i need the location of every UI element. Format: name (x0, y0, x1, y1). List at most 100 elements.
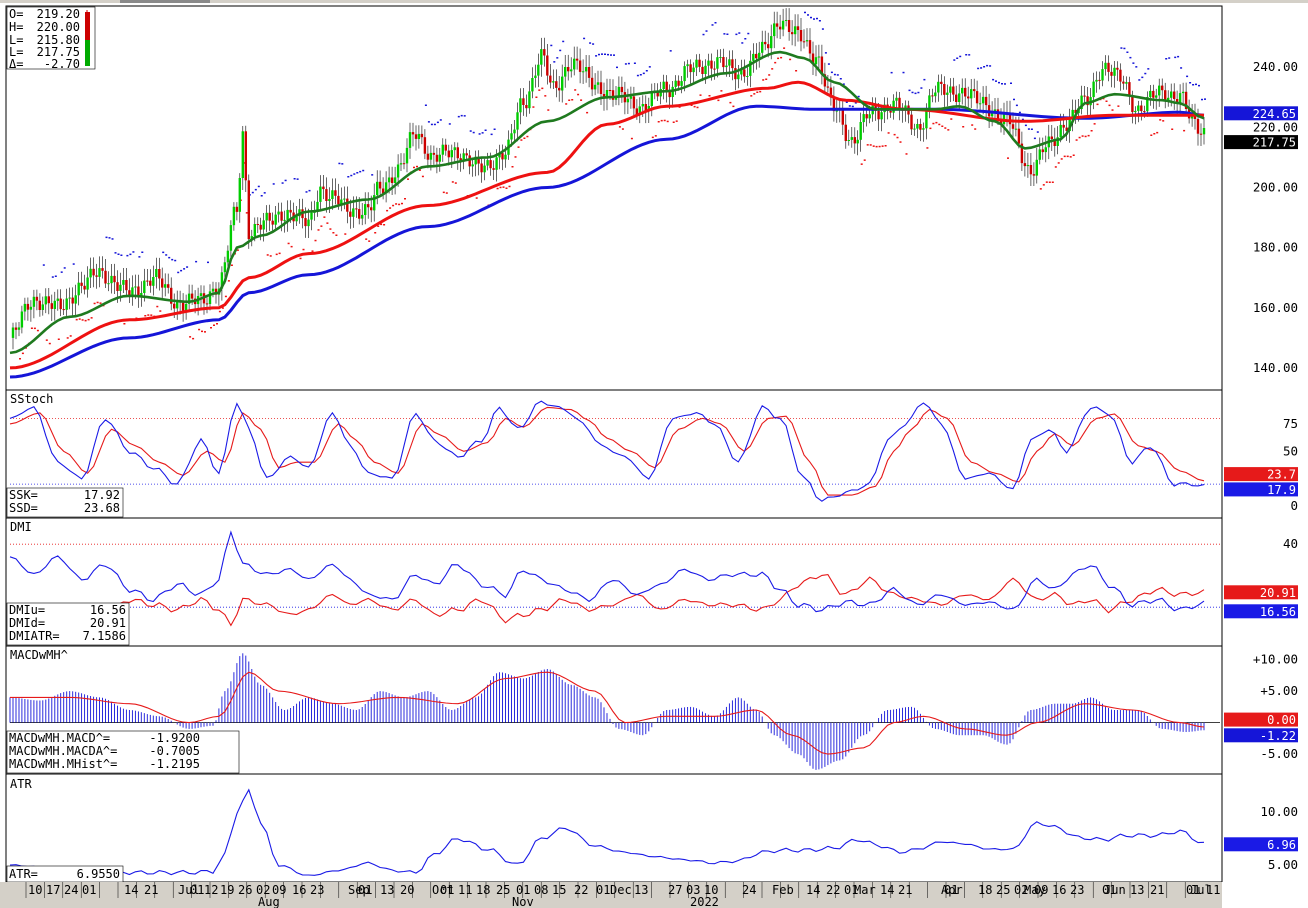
sar-dot (147, 314, 150, 316)
candle-body (967, 96, 970, 99)
candle-body (47, 296, 50, 304)
sar-dot (499, 186, 502, 189)
sar-dot (442, 191, 445, 194)
sar-dot (941, 125, 944, 127)
candle-body (850, 137, 853, 140)
sar-dot (666, 120, 669, 123)
sar-dot (129, 253, 132, 256)
candle-body (922, 128, 925, 130)
sar-dot (601, 53, 603, 55)
sar-dot (971, 124, 974, 126)
sar-dot (577, 93, 580, 96)
sar-dot (651, 136, 654, 139)
candle-body (68, 297, 71, 299)
sar-dot (830, 71, 833, 74)
sar-dot (824, 52, 827, 54)
sar-dot (433, 123, 436, 126)
sar-dot (1189, 82, 1192, 84)
candle-body (125, 280, 128, 291)
candle-body (1125, 82, 1128, 84)
candle-body (381, 188, 385, 194)
sar-dot (693, 105, 696, 108)
sar-dot (893, 133, 896, 136)
svg-text:MACDwMH.MACDA^=: MACDwMH.MACDA^= (9, 744, 117, 758)
sar-dot (642, 72, 645, 75)
sar-dot (278, 252, 281, 255)
candle-body (20, 311, 24, 328)
last-hist-tag-bg (1224, 728, 1298, 743)
mini-candle-body-green (85, 40, 90, 66)
sar-dot (296, 178, 299, 180)
sar-dot (1150, 134, 1153, 136)
ssk-line (9, 400, 1205, 502)
sstoch-panel (5, 389, 1223, 519)
candle-body (1113, 67, 1116, 76)
sar-dot (227, 280, 230, 282)
candle-body (534, 75, 537, 78)
candle-body (674, 80, 677, 87)
candle-body (119, 284, 122, 291)
candle-body (364, 204, 367, 215)
date-tick-label: 23 (1070, 883, 1084, 897)
sar-dot (663, 119, 666, 122)
sar-dot (508, 185, 511, 188)
candle-body (310, 212, 313, 220)
sar-dot (117, 253, 120, 255)
sar-dot (263, 192, 266, 194)
sar-dot (759, 90, 762, 93)
candle-body (868, 114, 871, 119)
sar-dot (111, 238, 114, 240)
sar-dot (290, 245, 293, 248)
sar-dot (195, 260, 198, 263)
sar-dot (439, 119, 442, 121)
sar-dot (598, 53, 600, 56)
candle-body (402, 163, 406, 165)
atr-tick-label: 10.00 (1260, 804, 1298, 819)
date-tick-label: 01 (596, 883, 610, 897)
dmi-plot (9, 530, 1220, 627)
sar-dot (541, 87, 544, 90)
sar-dot (317, 229, 320, 231)
sar-dot (995, 80, 997, 82)
sar-dot (60, 271, 63, 273)
scroll-tab-marker[interactable] (120, 0, 210, 3)
candle-body (280, 211, 283, 221)
candle-body (799, 30, 803, 42)
sar-dot (535, 96, 538, 98)
sar-dot (1096, 103, 1099, 106)
candle-body (964, 87, 967, 97)
sar-dot (735, 33, 738, 36)
open-label: O= (9, 7, 23, 21)
candle-body (1164, 90, 1167, 102)
candle-body (1056, 137, 1059, 146)
sar-dot (616, 66, 618, 69)
date-tick-label: 16 (1052, 883, 1066, 897)
sar-dot (675, 120, 678, 122)
sar-dot (1007, 157, 1009, 159)
sar-dot (571, 99, 574, 101)
candle-body (247, 180, 250, 240)
candle-body (477, 156, 480, 164)
candle-body (489, 160, 492, 169)
candle-body (895, 97, 898, 101)
low-value: 215.80 (37, 33, 80, 47)
macd-tick-label: +10.00 (1253, 652, 1298, 667)
date-tick-label: 03 (686, 883, 700, 897)
candle-body (286, 209, 289, 220)
candle-body (710, 60, 713, 69)
candle-body (265, 212, 268, 221)
sar-dot (613, 54, 615, 56)
sar-dot (568, 99, 571, 101)
candle-body (304, 218, 307, 227)
sar-dot (1108, 104, 1111, 107)
dmi-up-line (9, 530, 1205, 613)
sar-dot (911, 91, 914, 94)
dmi-tick-label: 40 (1283, 536, 1298, 551)
sar-dot (1141, 76, 1144, 79)
candle-body (796, 26, 800, 30)
sar-dot (580, 99, 583, 101)
candle-body (41, 304, 44, 310)
sar-dot (198, 328, 201, 331)
sar-dot (690, 104, 693, 106)
sar-dot (72, 263, 75, 265)
